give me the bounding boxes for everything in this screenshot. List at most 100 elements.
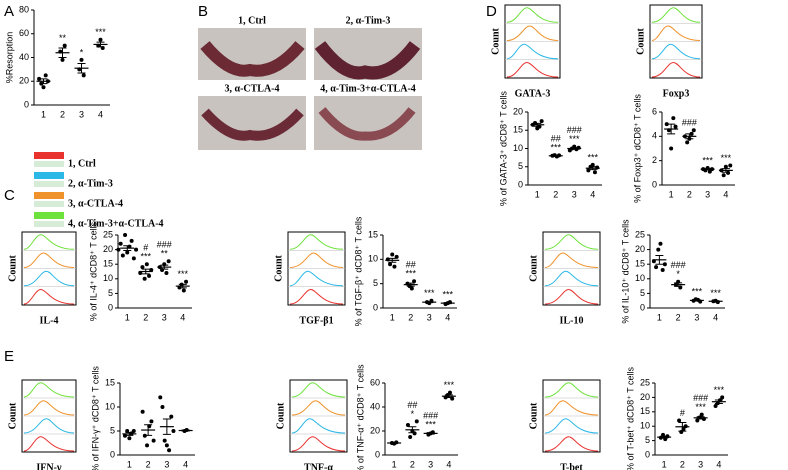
y-tick-label: 20 <box>370 425 380 435</box>
legend-label: 4, α-Tim-3+α-CTLA-4 <box>68 218 164 229</box>
data-point <box>149 419 154 424</box>
data-point <box>673 124 678 129</box>
histogram <box>23 252 75 268</box>
x-tick-label: 4 <box>716 459 721 469</box>
significance: ### <box>682 118 697 128</box>
x-tick-label: 3 <box>428 459 433 469</box>
y-tick-label: 10 <box>640 421 650 431</box>
significance: *** <box>95 27 106 37</box>
y-tick-label: 15 <box>635 259 645 269</box>
count-label: Count <box>275 402 286 429</box>
count-label: Count <box>635 27 646 54</box>
y-axis-label: %Resorption <box>4 32 14 84</box>
photo-label: 2, α-Tim-3 <box>346 15 391 26</box>
photo-label: 3, α-CTLA-4 <box>224 83 279 94</box>
y-tick-label: 15 <box>103 259 113 269</box>
data-point <box>79 57 84 62</box>
histogram <box>289 270 344 287</box>
significance: *** <box>424 288 435 298</box>
legend-spacer <box>34 181 64 187</box>
histogram <box>651 25 701 41</box>
error-bar <box>425 301 434 304</box>
data-point <box>592 170 597 175</box>
significance: *** <box>695 402 706 412</box>
error-bar <box>674 282 683 287</box>
marker-label: TNF-α <box>304 462 333 470</box>
error-bar <box>77 62 86 74</box>
x-tick-label: 1 <box>125 312 130 322</box>
data-point <box>145 443 150 448</box>
histogram <box>651 43 701 60</box>
data-point <box>713 404 718 409</box>
data-point <box>720 395 725 400</box>
count-label: Count <box>528 254 539 281</box>
data-point <box>81 73 86 78</box>
x-tick-label: 1 <box>41 109 46 119</box>
legend-swatch <box>34 212 64 219</box>
significance: *** <box>587 152 598 162</box>
error-bar <box>125 431 134 436</box>
x-tick-label: 4 <box>180 312 185 322</box>
x-tick-label: 4 <box>446 459 451 469</box>
y-tick-label: 5 <box>518 161 523 171</box>
tissue <box>201 108 304 141</box>
x-tick-label: 2 <box>680 459 685 469</box>
histogram <box>23 270 75 287</box>
y-tick-label: 20 <box>635 244 645 254</box>
y-tick-label: 5 <box>110 425 115 435</box>
y-tick-label: 5 <box>373 278 378 288</box>
significance: *** <box>444 380 455 390</box>
y-tick-label: 40 <box>370 401 380 411</box>
axis <box>33 10 110 106</box>
x-tick-label: 3 <box>427 312 432 322</box>
legend-label: 2, α-Tim-3 <box>68 178 113 189</box>
significance: ** <box>59 33 67 43</box>
histogram <box>544 382 599 398</box>
error-bar <box>692 299 701 302</box>
data-point <box>726 170 731 175</box>
data-point <box>127 436 132 441</box>
error-bar <box>406 282 415 287</box>
histogram <box>289 234 344 250</box>
error-bar <box>655 254 664 265</box>
error-bar <box>181 429 190 432</box>
data-point <box>392 264 397 269</box>
significance: * <box>411 409 415 419</box>
x-tick-label: 2 <box>60 109 65 119</box>
significance: * <box>676 269 680 279</box>
significance: ## <box>406 260 416 270</box>
data-point <box>658 241 663 246</box>
x-tick-label: 3 <box>79 109 84 119</box>
data-point <box>162 438 167 443</box>
data-point <box>160 268 165 273</box>
y-axis-label: % of IL-4⁺ dCD8⁺ T cells <box>88 221 98 321</box>
legend-label: 1, Ctrl <box>68 158 96 169</box>
x-tick-label: 1 <box>662 459 667 469</box>
panel-letter: B <box>198 3 208 20</box>
error-bar <box>660 435 669 439</box>
histogram <box>544 436 599 452</box>
data-point <box>129 238 134 243</box>
legend-swatch <box>34 192 64 199</box>
count-label: Count <box>490 27 501 54</box>
x-tick-label: 2 <box>143 312 148 322</box>
marker-label: Foxp3 <box>663 88 690 99</box>
y-axis-label: % of IL-10⁺ dCD8⁺ T cells <box>620 219 630 324</box>
y-tick-label: 0 <box>652 179 657 189</box>
histogram <box>291 400 346 416</box>
axis <box>119 383 195 456</box>
significance: *** <box>710 288 721 298</box>
data-point <box>691 128 696 133</box>
y-tick-label: 20 <box>513 106 523 116</box>
y-tick-label: 15 <box>640 406 650 416</box>
significance: *** <box>405 269 416 279</box>
y-tick-label: 2 <box>652 155 657 165</box>
error-bar <box>711 300 720 303</box>
x-tick-label: 3 <box>162 312 167 322</box>
data-point <box>405 423 410 427</box>
error-bar <box>388 257 397 263</box>
data-point <box>158 395 163 400</box>
photos: 1, Ctrl 2, α-Tim-3 3, α-CTLA-4 4, α-Tim-… <box>198 15 422 150</box>
legend-spacer <box>34 161 64 167</box>
y-tick-label: 6 <box>652 106 657 116</box>
